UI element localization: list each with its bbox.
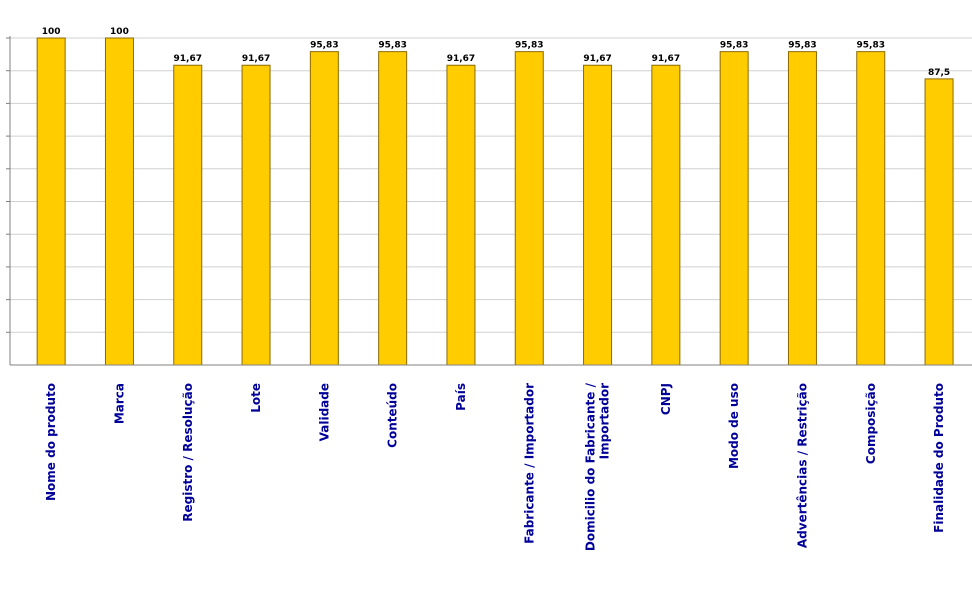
bar-9 (651, 64, 681, 366)
category-label-8: Domicilio do Fabricante / Importador (584, 382, 612, 551)
category-label-line-8-1: Importador (598, 383, 612, 459)
category-label-9: CNPJ (659, 383, 673, 415)
bar-3 (241, 64, 271, 366)
category-label-line-6-0: País (454, 383, 468, 411)
category-label-line-2-0: Registro / Resolução (181, 383, 195, 522)
bar-8 (583, 64, 613, 366)
category-label-1: Marca (112, 383, 126, 424)
category-label-line-3-0: Lote (249, 383, 263, 413)
category-label-line-12-0: Composição (864, 383, 878, 464)
category-label-layer: Nome do produto Marca Registro / Resolução… (44, 382, 946, 551)
value-label-1: 100 (110, 27, 129, 37)
value-label-13: 87,5 (928, 68, 950, 78)
axis-layer (6, 36, 972, 366)
category-label-13: Finalidade do Produto (932, 383, 946, 533)
bar-0 (36, 37, 66, 366)
category-label-3: Lote (249, 383, 263, 413)
category-label-line-13-0: Finalidade do Produto (932, 383, 946, 533)
bar-10 (719, 51, 749, 366)
bar-5 (378, 51, 408, 366)
category-label-2: Registro / Resolução (181, 383, 195, 522)
bar-2 (173, 64, 203, 366)
category-label-line-8-0: Domicilio do Fabricante / (584, 382, 598, 551)
value-label-6: 91,67 (447, 54, 475, 64)
category-label-12: Composição (864, 383, 878, 464)
bar-13 (924, 78, 954, 366)
category-label-line-1-0: Marca (112, 383, 126, 424)
category-label-line-4-0: Validade (317, 383, 331, 441)
value-label-11: 95,83 (788, 41, 816, 51)
category-label-line-9-0: CNPJ (659, 383, 673, 415)
value-label-8: 91,67 (583, 54, 611, 64)
bar-4 (309, 51, 339, 366)
bar-12 (856, 51, 886, 366)
bar-11 (787, 51, 817, 366)
category-label-10: Modo de uso (727, 383, 741, 469)
value-label-12: 95,83 (857, 41, 885, 51)
category-label-4: Validade (317, 383, 331, 441)
category-label-line-11-0: Advertências / Restrição (795, 383, 809, 548)
value-label-3: 91,67 (242, 54, 270, 64)
value-label-10: 95,83 (720, 41, 748, 51)
category-label-0: Nome do produto (44, 383, 58, 501)
value-label-7: 95,83 (515, 41, 543, 51)
value-label-4: 95,83 (310, 41, 338, 51)
value-label-layer: 100 100 91,67 91,67 95,83 95,83 91,67 95,83 91,6… (42, 27, 950, 78)
value-label-9: 91,67 (652, 54, 680, 64)
category-label-line-5-0: Conteúdo (386, 383, 400, 448)
bar-6 (446, 64, 476, 366)
category-label-7: Fabricante / Importador (522, 383, 536, 544)
category-label-6: País (454, 383, 468, 411)
category-label-line-10-0: Modo de uso (727, 383, 741, 469)
category-label-line-7-0: Fabricante / Importador (522, 383, 536, 544)
category-label-11: Advertências / Restrição (795, 383, 809, 548)
category-label-5: Conteúdo (386, 383, 400, 448)
bar-1 (104, 37, 134, 366)
value-label-0: 100 (42, 27, 61, 37)
grid-layer (10, 37, 972, 333)
value-label-5: 95,83 (378, 41, 406, 51)
category-label-line-0-0: Nome do produto (44, 383, 58, 501)
bar-7 (514, 51, 544, 366)
value-label-2: 91,67 (174, 54, 202, 64)
